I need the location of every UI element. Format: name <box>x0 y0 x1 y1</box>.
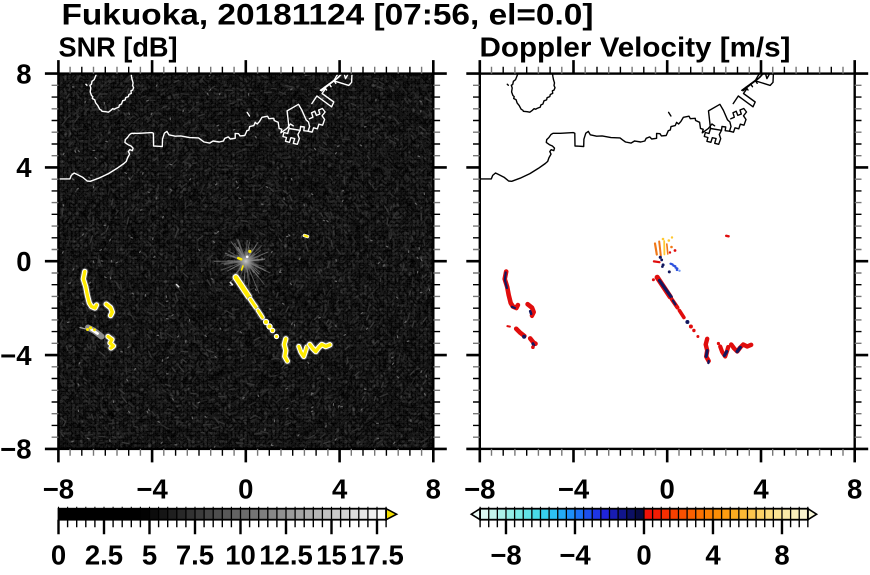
svg-text:0: 0 <box>238 474 253 505</box>
svg-text:12.5: 12.5 <box>259 539 313 570</box>
svg-text:17.5: 17.5 <box>350 539 404 570</box>
svg-text:−4: −4 <box>559 539 591 570</box>
svg-text:Fukuoka, 20181124 [07:56, el=0: Fukuoka, 20181124 [07:56, el=0.0] <box>62 0 594 32</box>
svg-text:0: 0 <box>16 246 31 277</box>
svg-text:−4: −4 <box>558 474 590 505</box>
svg-text:4: 4 <box>705 539 721 570</box>
svg-text:10: 10 <box>225 539 256 570</box>
svg-text:8: 8 <box>16 58 31 89</box>
svg-text:SNR [dB]: SNR [dB] <box>59 31 178 62</box>
svg-text:8: 8 <box>847 474 862 505</box>
svg-text:0: 0 <box>51 539 66 570</box>
svg-text:4: 4 <box>332 474 348 505</box>
svg-text:4: 4 <box>753 474 769 505</box>
svg-text:−4: −4 <box>0 340 32 371</box>
svg-text:Doppler Velocity [m/s]: Doppler Velocity [m/s] <box>480 31 791 62</box>
svg-text:7.5: 7.5 <box>176 539 214 570</box>
svg-text:0: 0 <box>660 474 675 505</box>
svg-text:−4: −4 <box>136 474 168 505</box>
svg-text:4: 4 <box>16 152 32 183</box>
svg-text:0: 0 <box>636 539 651 570</box>
svg-text:2.5: 2.5 <box>85 539 123 570</box>
svg-text:−8: −8 <box>43 474 74 505</box>
svg-text:8: 8 <box>774 539 789 570</box>
svg-text:−8: −8 <box>490 539 521 570</box>
svg-text:8: 8 <box>426 474 441 505</box>
svg-text:−8: −8 <box>464 474 495 505</box>
svg-text:5: 5 <box>142 539 157 570</box>
svg-text:15: 15 <box>316 539 347 570</box>
svg-text:−8: −8 <box>0 434 31 465</box>
